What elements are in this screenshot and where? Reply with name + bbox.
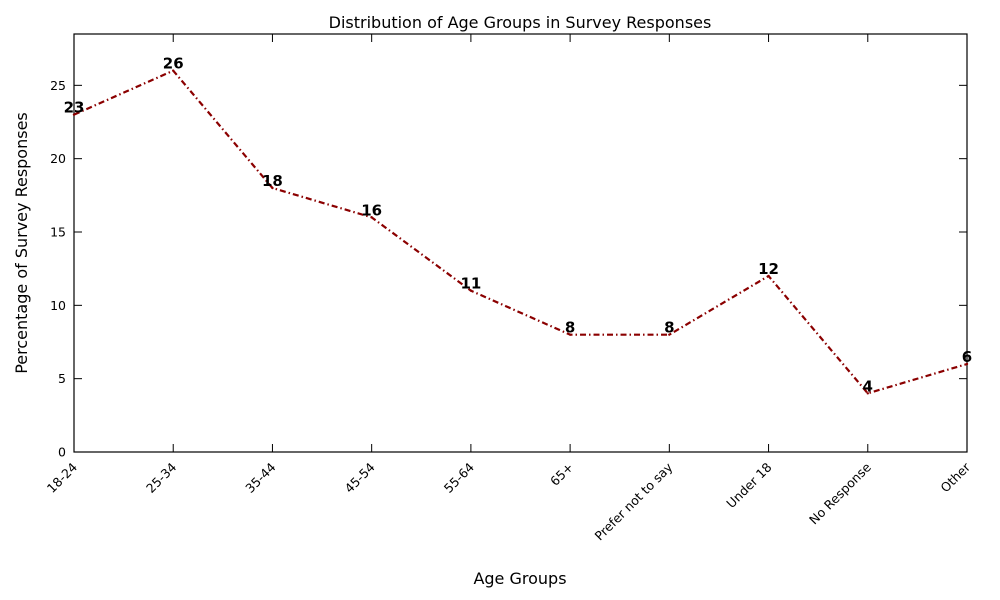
data-point — [469, 289, 473, 292]
series-line — [73, 69, 968, 395]
x-tick-label: 55-64 — [441, 459, 477, 495]
y-tick-label: 15 — [50, 225, 66, 240]
series-group — [72, 69, 969, 395]
data-point — [271, 186, 274, 190]
x-tick-label: Other — [937, 459, 973, 495]
data-point — [172, 69, 175, 72]
data-label: 6 — [962, 348, 972, 366]
y-tick-label: 5 — [58, 371, 66, 386]
x-tick-label: 45-54 — [341, 459, 377, 495]
y-tick-label: 10 — [50, 298, 66, 313]
data-label: 8 — [565, 319, 575, 337]
x-tick-label: Under 18 — [723, 459, 774, 510]
data-labels: 23 26 18 16 11 8 8 12 4 6 — [64, 55, 973, 396]
data-point — [568, 333, 572, 336]
data-label: 16 — [361, 201, 382, 219]
x-tick-label: 35-44 — [242, 459, 278, 495]
data-label: 11 — [460, 275, 481, 293]
data-label: 12 — [758, 260, 779, 278]
y-tick-label: 20 — [50, 151, 66, 166]
data-label: 18 — [262, 172, 283, 190]
x-tick-label: Prefer not to say — [592, 459, 676, 543]
x-axis-label: Age Groups — [473, 569, 566, 588]
data-point — [668, 333, 671, 336]
y-axis: 0 5 10 15 20 25 — [50, 78, 967, 460]
data-label: 8 — [664, 319, 674, 337]
x-axis: 18-24 25-34 35-44 45-54 55-64 65+ Prefer not t… — [44, 34, 974, 543]
data-label: 23 — [64, 99, 85, 117]
data-point — [767, 274, 770, 278]
x-tick-label: 18-24 — [44, 459, 80, 495]
data-point — [370, 216, 373, 219]
data-point — [965, 362, 969, 366]
y-axis-label: Percentage of Survey Responses — [12, 112, 31, 374]
plot-frame — [73, 33, 968, 453]
x-tick-label: 65+ — [547, 460, 576, 489]
plot-area-border — [73, 33, 968, 453]
x-tick-label: 25-34 — [143, 459, 179, 495]
y-tick-label: 0 — [58, 445, 66, 460]
x-tick-label: No Response — [806, 459, 874, 527]
data-point — [866, 392, 869, 395]
data-label: 4 — [863, 377, 873, 395]
data-point — [72, 113, 76, 116]
y-tick-label: 25 — [50, 78, 66, 93]
data-label: 26 — [163, 55, 184, 73]
chart-title: Distribution of Age Groups in Survey Res… — [329, 13, 712, 32]
